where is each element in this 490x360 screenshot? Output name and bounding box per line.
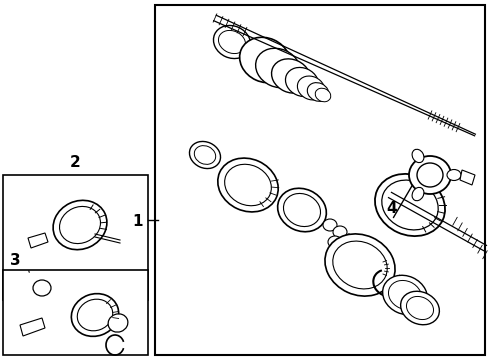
Text: 4: 4 bbox=[387, 201, 397, 216]
Ellipse shape bbox=[333, 241, 387, 289]
Ellipse shape bbox=[224, 164, 271, 206]
Ellipse shape bbox=[219, 31, 245, 54]
Ellipse shape bbox=[401, 291, 440, 325]
Ellipse shape bbox=[325, 234, 395, 296]
Text: 3: 3 bbox=[10, 253, 21, 268]
Ellipse shape bbox=[72, 294, 119, 336]
Ellipse shape bbox=[382, 180, 438, 230]
Ellipse shape bbox=[297, 76, 324, 100]
Bar bbox=[155, 5, 485, 355]
Ellipse shape bbox=[328, 236, 342, 248]
Ellipse shape bbox=[278, 188, 326, 232]
Ellipse shape bbox=[407, 296, 434, 320]
Ellipse shape bbox=[447, 170, 461, 180]
Ellipse shape bbox=[256, 48, 300, 88]
Text: 1: 1 bbox=[132, 213, 143, 229]
Ellipse shape bbox=[195, 146, 216, 165]
Ellipse shape bbox=[218, 158, 278, 212]
Ellipse shape bbox=[333, 226, 347, 238]
Ellipse shape bbox=[375, 174, 445, 236]
Ellipse shape bbox=[412, 149, 424, 163]
Ellipse shape bbox=[383, 275, 427, 315]
Ellipse shape bbox=[323, 219, 337, 231]
Ellipse shape bbox=[389, 280, 421, 310]
Ellipse shape bbox=[315, 88, 331, 102]
Ellipse shape bbox=[240, 37, 291, 83]
Ellipse shape bbox=[214, 26, 250, 59]
Ellipse shape bbox=[412, 188, 424, 201]
Ellipse shape bbox=[53, 200, 107, 250]
Ellipse shape bbox=[77, 299, 113, 331]
Polygon shape bbox=[460, 170, 475, 185]
Bar bbox=[3, 175, 148, 300]
Polygon shape bbox=[20, 318, 45, 336]
Ellipse shape bbox=[417, 163, 443, 187]
Ellipse shape bbox=[33, 280, 51, 296]
Bar bbox=[3, 270, 148, 355]
Ellipse shape bbox=[307, 83, 329, 102]
Ellipse shape bbox=[190, 141, 220, 168]
Ellipse shape bbox=[59, 206, 100, 244]
Ellipse shape bbox=[352, 252, 389, 284]
Ellipse shape bbox=[108, 314, 128, 332]
Polygon shape bbox=[28, 233, 48, 248]
Ellipse shape bbox=[284, 193, 320, 226]
Ellipse shape bbox=[409, 156, 451, 194]
Ellipse shape bbox=[271, 59, 311, 93]
Text: 2: 2 bbox=[70, 155, 80, 170]
Ellipse shape bbox=[286, 67, 318, 96]
